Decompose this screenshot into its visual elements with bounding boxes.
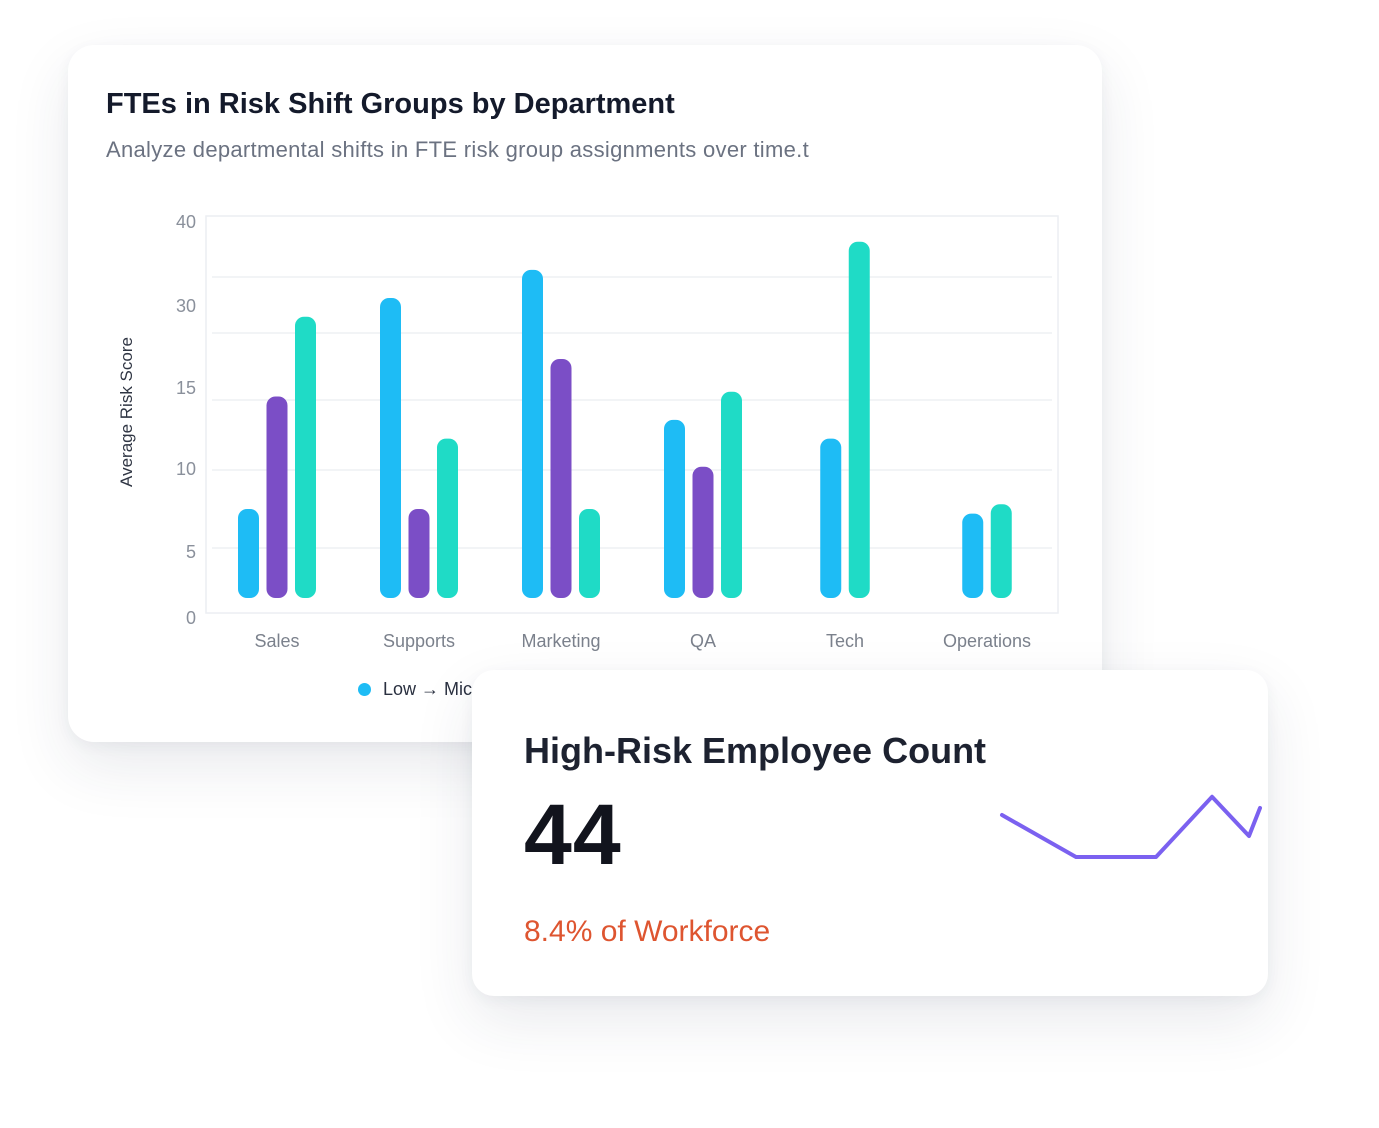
x-tick-label: Marketing — [521, 631, 600, 651]
bar-operations-series-1 — [962, 513, 984, 598]
stat-title: High-Risk Employee Count — [524, 730, 987, 771]
y-tick-label: 40 — [176, 212, 196, 232]
x-tick-label: Supports — [383, 631, 455, 651]
sparkline-line — [1000, 794, 1262, 859]
bar-qa-series-3 — [721, 391, 742, 598]
risk-shift-chart-card: FTEs in Risk Shift Groups by Department … — [68, 45, 1102, 742]
legend-label: Low → Mic — [383, 679, 473, 699]
y-tick-label: 15 — [176, 378, 196, 398]
bar-qa-series-1 — [664, 419, 685, 598]
stat-subtext: 8.4% of Workforce — [524, 915, 771, 948]
y-tick-label: 5 — [186, 542, 196, 562]
chart-title: FTEs in Risk Shift Groups by Department — [106, 88, 675, 120]
bar-marketing-series-1 — [522, 269, 543, 598]
bar-sales-series-3 — [295, 316, 316, 598]
bar-tech-series-3 — [848, 241, 870, 598]
x-tick-label: Operations — [943, 631, 1031, 651]
trend-sparkline — [1000, 794, 1262, 859]
bar-supports-series-3 — [437, 438, 458, 598]
y-tick-label: 0 — [186, 608, 196, 628]
chart-subtitle: Analyze departmental shifts in FTE risk … — [106, 137, 809, 162]
bar-operations-series-3 — [990, 504, 1012, 598]
plot-area-frame — [205, 215, 1059, 614]
bar-marketing-series-2 — [550, 358, 572, 598]
bar-marketing-series-3 — [579, 508, 600, 598]
x-tick-label: Sales — [254, 631, 299, 651]
bar-supports-series-1 — [380, 298, 401, 598]
bar-chart: 0 5 10 15 30 40 Average Risk Score Sales Support… — [117, 212, 1059, 651]
bar-qa-series-2 — [692, 466, 714, 598]
high-risk-count-card: High-Risk Employee Count 44 8.4% of Work… — [472, 670, 1268, 996]
y-axis-label: Average Risk Score — [117, 337, 136, 487]
bar-tech-series-1 — [820, 438, 842, 598]
y-tick-label: 10 — [176, 459, 196, 479]
bar-sales-series-1 — [238, 508, 259, 598]
bar-sales-series-2 — [266, 396, 288, 598]
y-tick-label: 30 — [176, 296, 196, 316]
x-tick-label: QA — [690, 631, 716, 651]
chart-legend[interactable]: Low → Mic — [358, 679, 472, 700]
bar-supports-series-2 — [408, 508, 430, 598]
legend-dot-icon — [358, 683, 371, 696]
x-tick-label: Tech — [826, 631, 864, 651]
stat-value: 44 — [524, 787, 622, 883]
